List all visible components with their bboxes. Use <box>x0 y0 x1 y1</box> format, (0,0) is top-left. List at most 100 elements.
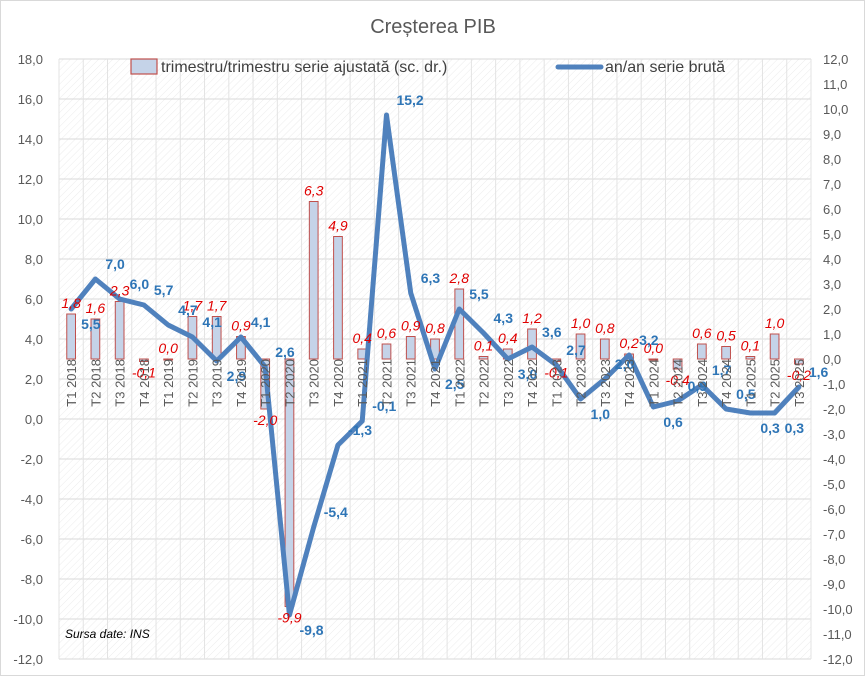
right-axis-tick-label: -1,0 <box>823 377 845 392</box>
bar-data-label: 0,1 <box>741 338 760 354</box>
line-data-label: 3,6 <box>542 324 562 340</box>
bar-data-label: 6,3 <box>304 183 324 199</box>
bar <box>769 333 780 360</box>
bar-data-label: 4,9 <box>328 218 348 234</box>
bar-data-label: 1,8 <box>61 295 81 311</box>
right-axis-tick-label: 0,0 <box>823 352 841 367</box>
bar-data-label: 0,9 <box>231 318 251 334</box>
left-axis-tick-label: -12,0 <box>13 652 43 667</box>
bar <box>599 338 610 360</box>
bar-data-label: 0,0 <box>158 340 178 356</box>
bar <box>139 358 149 362</box>
right-axis-tick-label: 1,0 <box>823 327 841 342</box>
bar <box>454 288 465 360</box>
x-axis-category-label: T1 2022 <box>452 359 467 407</box>
bar-data-label: 0,0 <box>644 340 664 356</box>
bar-data-label: 0,5 <box>716 328 736 344</box>
legend-line-label: an/an serie brută <box>605 59 725 76</box>
right-axis-tick-label: -10,0 <box>823 602 853 617</box>
left-axis-tick-label: 14,0 <box>18 132 43 147</box>
x-axis-category-label: T4 2023 <box>622 359 637 407</box>
line-data-label: 1,6 <box>809 364 829 380</box>
right-axis-tick-label: 6,0 <box>823 202 841 217</box>
right-axis-tick-label: -4,0 <box>823 452 845 467</box>
bar <box>405 336 416 360</box>
right-y-axis: -12,0 -11,0 -10,0 -9,0 -8,0 -7,0 -6,0 -5,0 -4,0 -… <box>823 52 853 667</box>
x-axis-category-label: T3 2023 <box>598 359 613 407</box>
x-axis-category-label: T1 2024 <box>646 359 661 407</box>
right-axis-tick-label: 10,0 <box>823 102 848 117</box>
x-axis-category-label: T4 2019 <box>234 359 249 407</box>
line-data-label: -9,8 <box>299 622 323 638</box>
x-axis-category-label: T2 2020 <box>282 359 297 407</box>
bar <box>794 358 804 365</box>
bar-data-label: 1,0 <box>765 315 785 331</box>
bar <box>66 313 76 360</box>
line-series <box>68 112 802 618</box>
line-data-label: 6,3 <box>421 270 441 286</box>
line-data-label: -0,1 <box>372 398 396 414</box>
left-axis-tick-label: 10,0 <box>18 212 43 227</box>
bar-data-label: -0,4 <box>666 372 690 388</box>
right-axis-tick-label: 11,0 <box>823 77 847 92</box>
gridlines <box>58 58 812 660</box>
bar <box>381 343 392 360</box>
right-axis-tick-label: 3,0 <box>823 277 841 292</box>
left-axis-tick-label: 0,0 <box>25 412 43 427</box>
right-axis-tick-label: 12,0 <box>823 52 848 67</box>
bar-data-label: 0,2 <box>619 335 639 351</box>
left-axis-tick-label: -6,0 <box>21 532 43 547</box>
x-axis-category-label: T2 2018 <box>88 359 103 407</box>
bar-data-label: 0,6 <box>377 325 397 341</box>
x-axis-category-label: T2 2025 <box>768 359 783 407</box>
x-axis-category-label: T4 2021 <box>428 359 443 407</box>
bar-data-label: 0,1 <box>474 338 493 354</box>
left-axis-tick-label: -8,0 <box>21 572 43 587</box>
left-axis-tick-label: -4,0 <box>21 492 43 507</box>
left-axis-tick-label: 12,0 <box>18 172 43 187</box>
right-axis-tick-label: -6,0 <box>823 502 845 517</box>
x-axis-category-label: T2 2023 <box>574 359 589 407</box>
left-axis-tick-label: 16,0 <box>18 92 43 107</box>
line-data-labels: 5,57,06,0 5,74,74,12,94,12,6-9,8-5,4-1,3-… <box>81 92 828 638</box>
line-data-label: 0,3 <box>760 420 780 436</box>
bar <box>527 328 537 360</box>
bar <box>478 356 489 360</box>
x-axis-category-label: T2 2021 <box>379 359 394 407</box>
bar-data-label: -2,0 <box>253 412 277 428</box>
x-axis-category-label: T3 2019 <box>210 359 225 407</box>
bar <box>90 318 101 360</box>
line-data-label: 4,3 <box>494 310 514 326</box>
line-data-label: 0,9 <box>688 378 708 394</box>
left-y-axis: -12,0 -10,0 -8,0 -6,0 -4,0 -2,0 0,0 2,0 4,0 6,0 8,… <box>13 52 43 667</box>
line-data-label: 15,2 <box>396 92 423 108</box>
right-axis-tick-label: 5,0 <box>823 227 841 242</box>
x-axis-category-label: T1 2025 <box>743 359 758 407</box>
right-axis-tick-label: -9,0 <box>823 577 845 592</box>
bar-data-label: -0,2 <box>787 367 811 383</box>
legend-bar-swatch <box>130 58 158 75</box>
bar-data-label: 0,4 <box>498 330 518 346</box>
left-axis-tick-label: 4,0 <box>25 332 43 347</box>
x-axis-category-label: T3 2025 <box>792 359 807 407</box>
x-axis-category-label: T3 2021 <box>404 359 419 407</box>
bar <box>308 201 319 360</box>
bar <box>575 333 586 360</box>
x-axis-category-label: T4 2018 <box>137 359 152 407</box>
line-data-label: 2,7 <box>566 342 586 358</box>
bar <box>672 358 683 370</box>
right-axis-tick-label: -8,0 <box>823 552 845 567</box>
right-axis-tick-label: -7,0 <box>823 527 845 542</box>
x-axis-category-label: T3 2018 <box>113 359 128 407</box>
bar-data-label: 2,3 <box>109 283 130 299</box>
bar <box>745 356 756 360</box>
line-data-label: -1,3 <box>348 422 372 438</box>
line-data-label: 3,2 <box>639 332 659 348</box>
x-axis-category-label: T4 2024 <box>719 359 734 407</box>
bar-data-label: 0,8 <box>425 320 445 336</box>
line-data-label: 4,7 <box>178 302 198 318</box>
right-axis-tick-label: 2,0 <box>823 302 841 317</box>
chart-title: Creșterea PIB <box>370 16 496 38</box>
right-axis-tick-label: -11,0 <box>823 627 852 642</box>
